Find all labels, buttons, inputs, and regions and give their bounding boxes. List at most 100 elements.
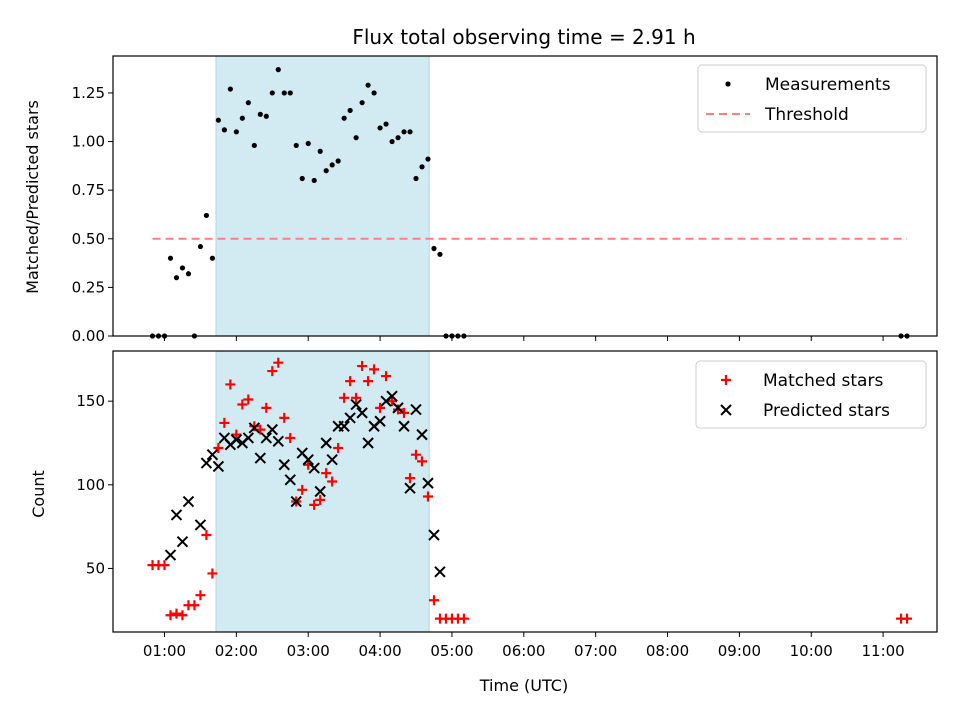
data-point bbox=[311, 177, 317, 184]
x-tick-label: 10:00 bbox=[790, 642, 833, 660]
panel-ratio: 0.00 0.25 0.50 0.75 1.00 1.25 Measurements Thre… bbox=[72, 55, 938, 345]
y-tick-label: 50 bbox=[86, 559, 105, 577]
x-tick-label: 02:00 bbox=[215, 642, 258, 660]
data-point bbox=[195, 590, 206, 601]
y-tick-label: 0.50 bbox=[72, 230, 105, 248]
data-point bbox=[212, 460, 225, 473]
data-point bbox=[428, 595, 439, 606]
data-point bbox=[278, 459, 290, 471]
data-point bbox=[387, 396, 398, 407]
data-point bbox=[239, 115, 245, 121]
data-point bbox=[290, 495, 302, 508]
data-point bbox=[263, 113, 269, 119]
data-point bbox=[347, 107, 353, 114]
data-point bbox=[279, 412, 290, 423]
x-tick-label: 04:00 bbox=[358, 642, 401, 660]
data-point bbox=[281, 90, 287, 96]
data-point bbox=[176, 535, 189, 548]
legend-swatch bbox=[721, 375, 731, 385]
data-point bbox=[335, 158, 341, 164]
data-point bbox=[329, 162, 335, 168]
data-point bbox=[254, 452, 267, 464]
legend-label: Threshold bbox=[764, 105, 849, 125]
data-point bbox=[173, 275, 180, 281]
data-point bbox=[350, 398, 362, 411]
y-tick-label: 1.00 bbox=[72, 133, 105, 151]
data-point bbox=[431, 245, 437, 252]
series-matched-stars bbox=[147, 357, 913, 624]
data-point bbox=[266, 423, 278, 436]
data-point bbox=[363, 376, 374, 387]
y-tick-label: 0.75 bbox=[72, 181, 105, 199]
data-point bbox=[167, 255, 174, 261]
data-point bbox=[458, 613, 469, 624]
data-point bbox=[248, 422, 261, 434]
data-point bbox=[203, 212, 210, 219]
data-point bbox=[357, 361, 368, 372]
data-point bbox=[437, 251, 443, 257]
data-point bbox=[369, 364, 380, 375]
data-point bbox=[170, 509, 183, 521]
data-point bbox=[392, 402, 404, 414]
data-point bbox=[398, 420, 410, 432]
y-tick-label: 0.00 bbox=[72, 327, 105, 345]
data-point bbox=[315, 494, 326, 505]
data-point bbox=[422, 477, 434, 489]
data-point bbox=[177, 610, 188, 621]
data-point bbox=[165, 610, 176, 621]
y-tick-label: 0.25 bbox=[72, 278, 105, 296]
x-tick-label: 09:00 bbox=[718, 642, 761, 660]
data-point bbox=[273, 357, 284, 368]
legend: Measurements Threshold bbox=[697, 64, 927, 133]
plot-frame bbox=[112, 350, 938, 633]
data-point bbox=[159, 560, 170, 571]
data-point bbox=[200, 457, 213, 469]
legend-box bbox=[697, 64, 927, 133]
series-predicted-stars bbox=[164, 390, 446, 578]
data-point bbox=[194, 519, 207, 531]
data-point bbox=[309, 499, 320, 510]
data-point bbox=[269, 90, 275, 96]
data-point bbox=[353, 135, 359, 141]
data-point bbox=[405, 473, 416, 484]
data-point bbox=[261, 402, 272, 413]
data-point bbox=[344, 412, 356, 424]
data-point bbox=[399, 407, 410, 418]
data-point bbox=[182, 495, 195, 508]
data-point bbox=[359, 100, 365, 106]
data-point bbox=[365, 82, 371, 88]
data-point bbox=[428, 529, 440, 541]
data-point bbox=[275, 67, 281, 73]
top-y-axis-label: Matched/Predicted stars bbox=[23, 100, 42, 294]
data-point bbox=[231, 429, 242, 440]
chart-title: Flux total observing time = 2.91 h bbox=[352, 25, 695, 49]
data-point bbox=[377, 125, 383, 131]
panel-count: 50 100 150 01:00 02:00 03:00 04:00 05:00 06:00 07… bbox=[76, 350, 938, 660]
data-point bbox=[308, 462, 320, 474]
data-point bbox=[422, 491, 433, 502]
data-point bbox=[249, 421, 260, 432]
data-point bbox=[356, 407, 368, 419]
observing-window-shade bbox=[215, 55, 430, 337]
x-tick-label: 01:00 bbox=[143, 642, 186, 660]
data-point bbox=[321, 468, 332, 479]
data-point bbox=[417, 456, 427, 467]
data-point bbox=[317, 148, 323, 154]
data-point bbox=[242, 432, 255, 444]
legend-box bbox=[695, 360, 927, 429]
data-point bbox=[320, 437, 332, 449]
observing-window-shade bbox=[215, 350, 430, 633]
data-point bbox=[227, 86, 233, 92]
data-point bbox=[285, 432, 296, 443]
data-point bbox=[237, 399, 248, 410]
y-tick-label: 1.25 bbox=[72, 84, 105, 102]
data-point bbox=[383, 121, 389, 127]
data-point bbox=[404, 482, 416, 494]
data-point bbox=[179, 265, 186, 271]
legend-label: Predicted stars bbox=[763, 401, 890, 421]
data-point bbox=[393, 404, 404, 415]
data-point bbox=[341, 115, 347, 121]
data-point bbox=[260, 432, 273, 444]
data-point bbox=[206, 448, 219, 461]
